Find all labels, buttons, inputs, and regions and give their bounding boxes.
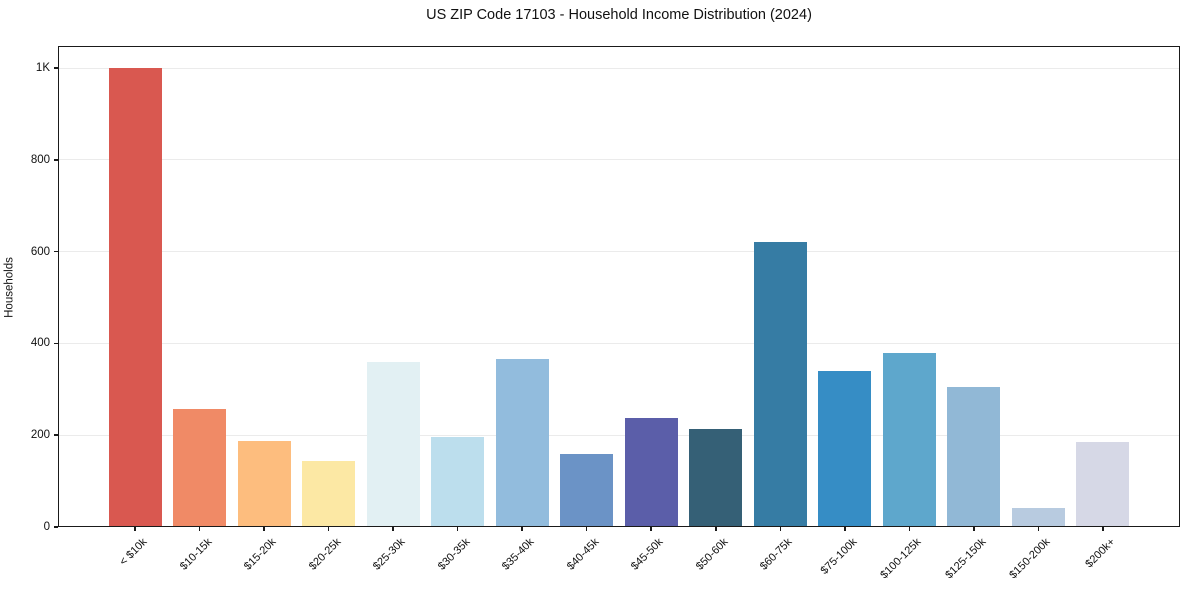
- bar-$15-20k: [237, 440, 291, 527]
- y-tick-label: 600: [30, 245, 50, 258]
- gridline-y-600: [58, 251, 1180, 253]
- bar-$60-75k: [753, 242, 807, 527]
- y-tick-label: 400: [30, 337, 50, 350]
- bar-< $10k: [108, 68, 162, 527]
- y-tick-mark: [53, 342, 58, 345]
- x-tick-mark: [327, 527, 330, 531]
- x-tick-mark: [263, 527, 265, 531]
- bar-$150-200k: [1011, 507, 1065, 527]
- bar-$20-25k: [302, 460, 356, 527]
- chart-title: US ZIP Code 17103 - Household Income Dis…: [426, 7, 812, 23]
- x-tick-mark: [392, 527, 394, 531]
- bar-$25-30k: [366, 361, 420, 527]
- y-tick-mark: [53, 526, 58, 528]
- bar-$50-60k: [689, 428, 743, 527]
- x-tick-mark: [585, 527, 588, 531]
- y-tick-mark: [53, 159, 58, 161]
- x-tick-mark: [650, 527, 652, 531]
- y-tick-label: 1K: [35, 62, 50, 75]
- y-tick-label: 200: [30, 429, 50, 442]
- bar-$100-125k: [882, 352, 936, 527]
- plot-area: [58, 46, 1180, 527]
- bar-$75-100k: [818, 370, 872, 527]
- bar-$30-35k: [431, 437, 485, 527]
- x-tick-mark: [198, 527, 201, 531]
- gridline-y-1K: [58, 67, 1180, 69]
- y-tick-label: 0: [43, 521, 50, 533]
- bar-$35-40k: [495, 358, 549, 527]
- bar-$40-45k: [560, 454, 614, 527]
- y-tick-mark: [53, 67, 58, 69]
- x-tick-mark: [844, 527, 846, 531]
- x-tick-mark: [134, 527, 136, 531]
- x-tick-mark: [715, 527, 717, 531]
- y-tick-label: 800: [30, 153, 50, 166]
- x-tick-mark: [521, 527, 523, 531]
- y-tick-mark: [53, 434, 58, 436]
- bar-$200k+: [1076, 442, 1130, 527]
- x-tick-mark: [973, 527, 975, 531]
- gridline-y-200: [58, 434, 1180, 436]
- y-tick-mark: [53, 250, 58, 253]
- x-tick-mark: [456, 527, 459, 531]
- x-tick-mark: [779, 527, 782, 531]
- x-tick-label: < $10k: [117, 536, 150, 569]
- x-tick-mark: [1037, 527, 1040, 531]
- gridline-y-800: [58, 159, 1180, 161]
- bar-$10-15k: [173, 409, 227, 527]
- bar-$45-50k: [624, 417, 678, 527]
- x-tick-mark: [908, 527, 911, 531]
- gridline-y-400: [58, 342, 1180, 344]
- bar-$125-150k: [947, 387, 1001, 527]
- x-tick-mark: [1102, 527, 1104, 531]
